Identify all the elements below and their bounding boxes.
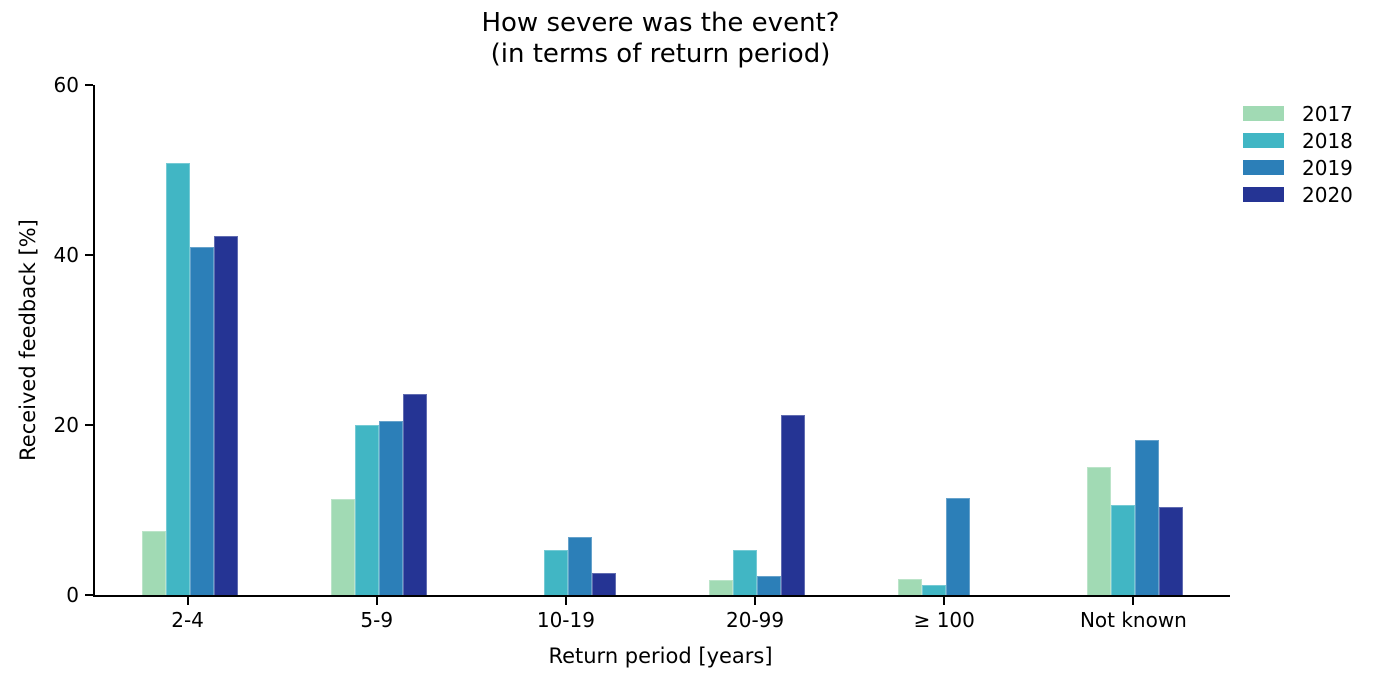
x-tick-mark: [754, 597, 757, 605]
bar-2020-cat0: [213, 236, 238, 595]
chart-title: How severe was the event? (in terms of r…: [93, 8, 1228, 70]
bar-2019-cat3: [757, 576, 782, 595]
bar-2018-cat3: [733, 549, 758, 595]
y-tick-label: 40: [53, 243, 79, 267]
x-tick-mark: [943, 597, 946, 605]
bar-2017-cat4: [898, 578, 923, 595]
y-tick-label: 60: [53, 73, 79, 97]
chart-title-line1: How severe was the event?: [481, 8, 840, 38]
legend-row-2020: 2020: [1243, 181, 1353, 208]
y-tick-mark: [85, 254, 93, 256]
x-tick-label: Not known: [1079, 608, 1187, 632]
x-tick-label: 20-99: [726, 608, 785, 632]
y-tick-mark: [85, 594, 93, 596]
bar-2020-cat2: [591, 572, 616, 595]
legend-swatch-2017: [1243, 106, 1284, 121]
bar-2019-cat1: [378, 420, 403, 595]
bar-2017-cat1: [330, 498, 355, 595]
legend-label-2020: 2020: [1302, 182, 1353, 207]
plot-area: [93, 85, 1230, 597]
legend-swatch-2018: [1243, 133, 1284, 148]
chart-title-line2: (in terms of return period): [490, 39, 831, 69]
legend-label-2017: 2017: [1302, 101, 1353, 126]
bar-2020-cat3: [781, 414, 806, 595]
legend-row-2018: 2018: [1243, 127, 1353, 154]
legend-row-2017: 2017: [1243, 100, 1353, 127]
legend-label-2018: 2018: [1302, 128, 1353, 153]
legend-row-2019: 2019: [1243, 154, 1353, 181]
y-tick-label: 0: [66, 583, 79, 607]
x-tick-label: 5-9: [360, 608, 394, 632]
y-tick-mark: [85, 424, 93, 426]
x-tick-mark: [375, 597, 378, 605]
y-tick-label: 20: [53, 413, 79, 437]
x-tick-label: 2-4: [171, 608, 204, 632]
bar-2017-cat0: [141, 531, 166, 595]
legend-label-2019: 2019: [1302, 155, 1353, 180]
bar-2019-cat4: [946, 498, 971, 595]
bar-2017-cat3: [709, 579, 734, 595]
bar-2020-cat1: [402, 393, 427, 595]
bar-2018-cat5: [1111, 504, 1136, 595]
bar-2018-cat1: [354, 425, 379, 595]
legend-swatch-2019: [1243, 160, 1284, 175]
bar-2019-cat0: [189, 246, 214, 595]
x-tick-label: 10-19: [536, 608, 595, 632]
x-tick-mark: [186, 597, 189, 605]
bar-2019-cat5: [1135, 440, 1160, 595]
x-axis-label: Return period [years]: [548, 644, 773, 668]
legend: 2017 2018 2019 2020: [1243, 100, 1353, 208]
bar-2017-cat5: [1087, 466, 1112, 595]
bar-2018-cat4: [922, 584, 947, 595]
x-tick-mark: [564, 597, 567, 605]
y-tick-mark: [85, 84, 93, 86]
bar-2018-cat0: [165, 163, 190, 595]
x-tick-mark: [1132, 597, 1135, 605]
legend-swatch-2020: [1243, 187, 1284, 202]
x-tick-label: ≥ 100: [913, 608, 975, 632]
bar-2019-cat2: [567, 537, 592, 595]
bar-2020-cat5: [1159, 506, 1184, 595]
bar-2018-cat2: [543, 549, 568, 595]
